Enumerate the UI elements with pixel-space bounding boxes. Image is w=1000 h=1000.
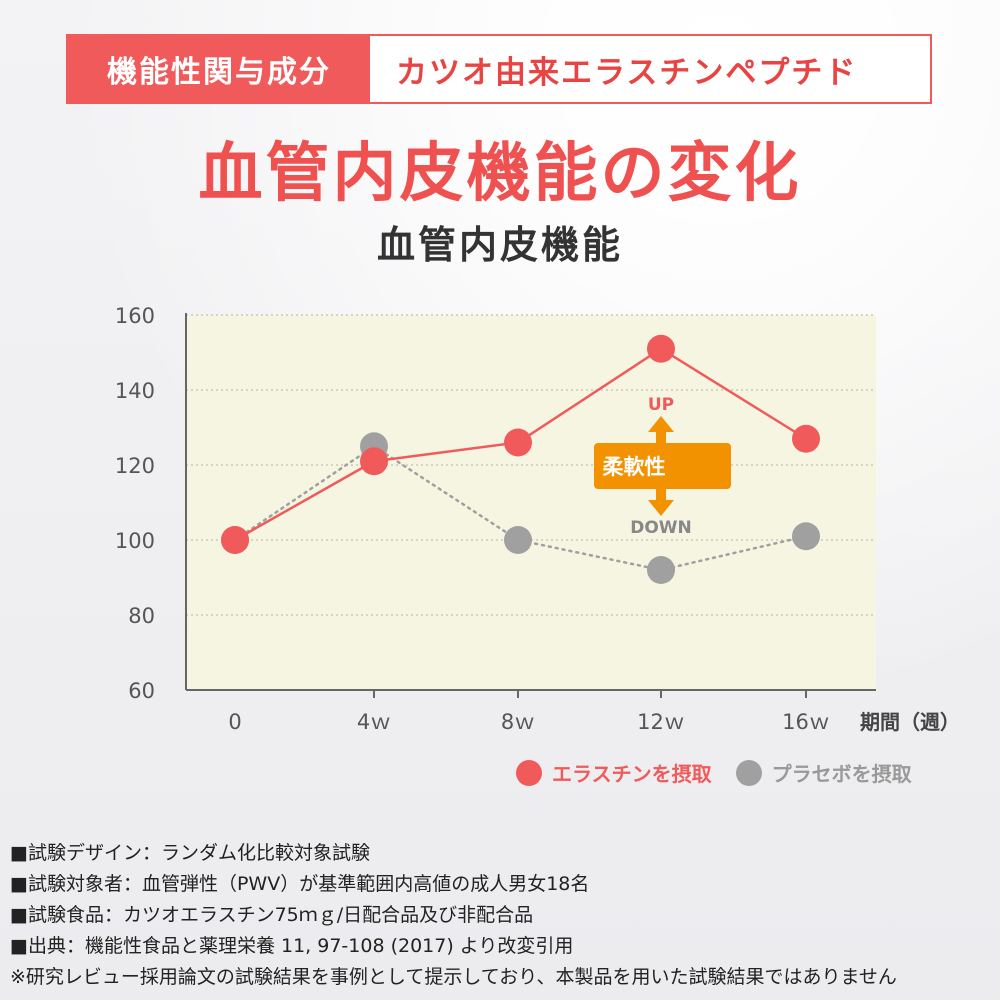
page-headline: 血管内皮機能の変化 xyxy=(198,137,802,211)
y-tick-label: 120 xyxy=(115,454,155,478)
annotation-up-label: UP xyxy=(648,395,674,415)
data-point-placebo xyxy=(647,556,675,584)
data-point-placebo xyxy=(504,526,532,554)
banner-ingredient: カツオ由来エラスチンペプチド xyxy=(396,54,858,91)
annotation-down-arrowhead xyxy=(648,500,674,516)
study-notes: ■試験デザイン：ランダム化比較対象試験 ■試験対象者：血管弾性（PWV）が基準範… xyxy=(10,838,995,993)
note-food: ■試験食品：カツオエラスチン75ｍｇ/日配合品及び非配合品 xyxy=(10,904,534,926)
chart-title: 血管内皮機能 xyxy=(376,223,623,267)
legend-item-elastin: エラスチンを摂取 xyxy=(516,758,712,787)
note-disclaimer: ※研究レビュー採用論文の試験結果を事例として提示しており、本製品を用いた試験結果… xyxy=(10,966,897,988)
legend-marker-placebo xyxy=(735,759,762,786)
chart-legend: エラスチンを摂取 プラセボを摂取 xyxy=(516,758,936,787)
ingredient-banner: 機能性関与成分 カツオ由来エラスチンペプチド xyxy=(66,34,932,104)
data-point-elastin xyxy=(792,424,820,453)
data-point-elastin xyxy=(221,526,249,554)
data-point-elastin xyxy=(504,428,532,457)
y-tick-label: 80 xyxy=(128,604,155,628)
legend-marker-elastin xyxy=(516,759,542,786)
annotation-badge xyxy=(594,443,731,489)
note-source: ■出典：機能性食品と薬理栄養 11, 97-108 (2017) より改変引用 xyxy=(10,935,574,957)
data-point-elastin xyxy=(647,334,675,363)
x-axis-label: 期間（週） xyxy=(860,710,960,734)
x-tick-label: 16ｗ xyxy=(782,710,830,734)
annotation-down-label: DOWN xyxy=(630,518,692,538)
note-design: ■試験デザイン：ランダム化比較対象試験 xyxy=(10,842,370,864)
x-tick-label: 4ｗ xyxy=(357,710,391,734)
y-tick-label: 60 xyxy=(128,679,155,703)
legend-label-placebo: プラセボを摂取 xyxy=(771,762,912,786)
x-tick-label: 12ｗ xyxy=(637,710,685,734)
plot-area xyxy=(186,315,876,690)
data-point-placebo xyxy=(792,522,820,551)
y-tick-label: 160 xyxy=(115,304,155,328)
x-tick-label: 8ｗ xyxy=(501,710,535,734)
banner-label: 機能性関与成分 xyxy=(68,36,370,102)
series-line-placebo xyxy=(233,444,808,572)
note-subjects: ■試験対象者：血管弾性（PWV）が基準範囲内高値の成人男女18名 xyxy=(10,873,590,895)
y-tick-label: 140 xyxy=(115,379,155,403)
legend-label-elastin: エラスチンを摂取 xyxy=(552,762,712,786)
legend-item-placebo: プラセボを摂取 xyxy=(735,758,912,787)
y-tick-label: 100 xyxy=(115,529,155,553)
annotation-badge-label: 柔軟性 xyxy=(603,455,666,479)
data-point-elastin xyxy=(360,447,388,476)
x-tick-label: 0 xyxy=(228,710,241,734)
annotation-up-arrowhead xyxy=(648,416,674,432)
